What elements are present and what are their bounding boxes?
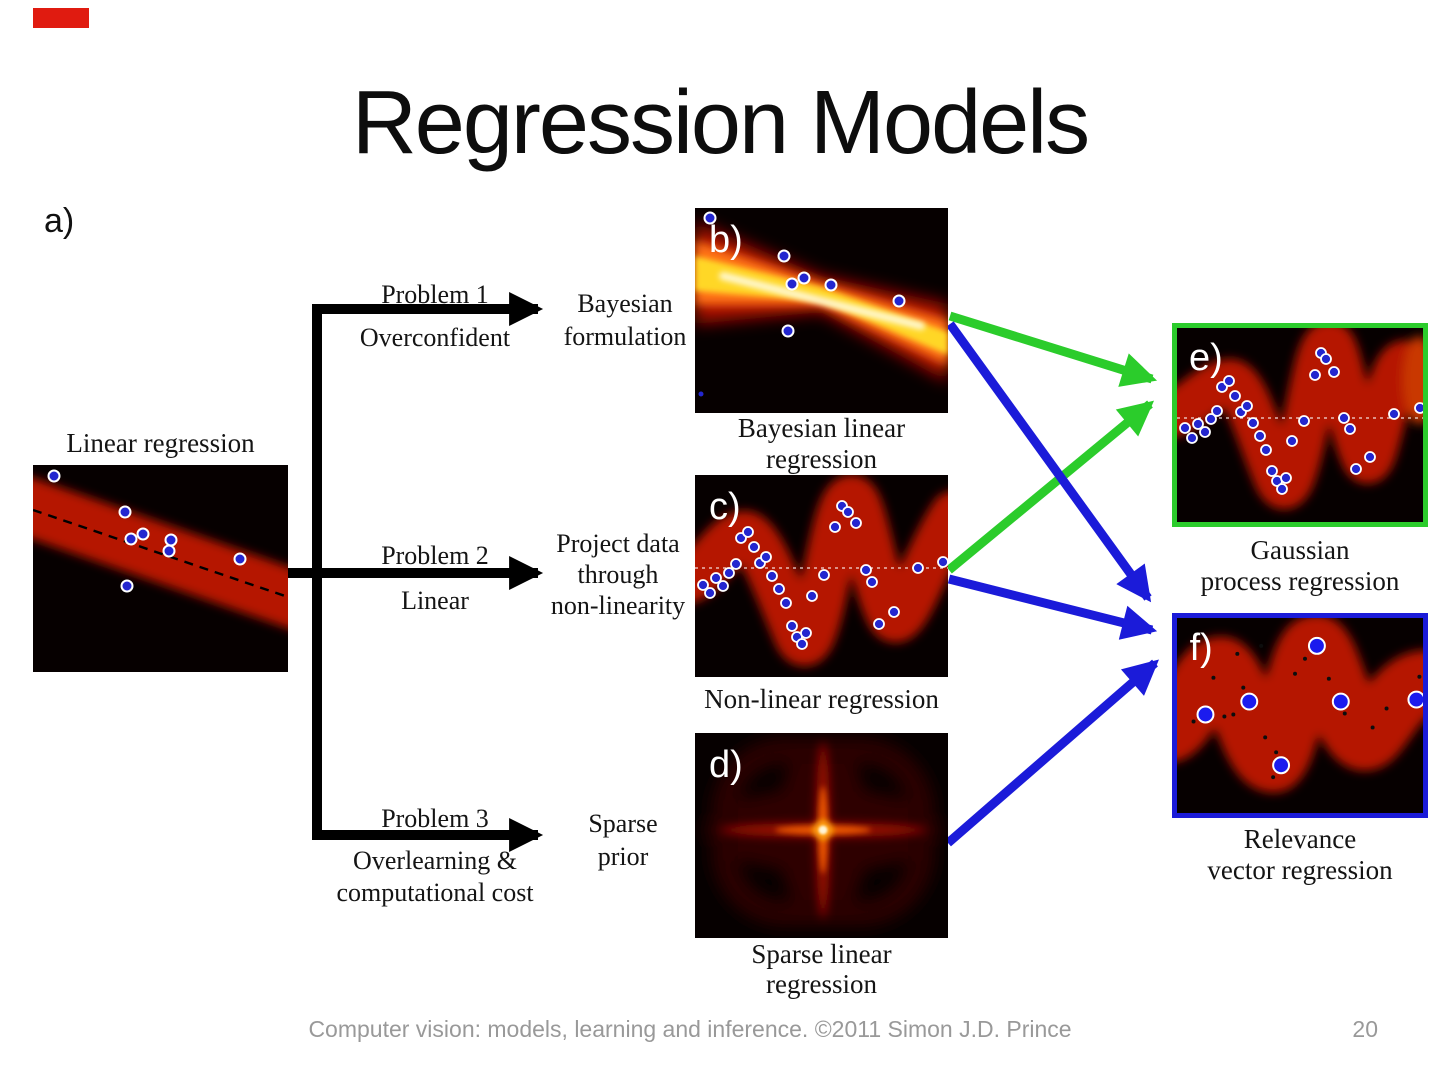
- solution-1-label: Bayesian formulation: [563, 289, 687, 351]
- figure-e-letter: e): [1189, 337, 1223, 379]
- problem-2-label: Problem 2: [381, 541, 489, 570]
- problem-1-issue: Overconfident: [359, 323, 511, 352]
- heat-band: [695, 222, 948, 382]
- data-points: [47, 469, 247, 593]
- figure-c-nonlinear-regression: c): [695, 475, 948, 677]
- figure-b-letter: b): [709, 219, 743, 261]
- panel-marker-a: a): [44, 202, 75, 240]
- arrow-b-to-f: [946, 321, 1152, 603]
- figure-f-letter: f): [1190, 627, 1213, 669]
- data-points: [1179, 347, 1423, 495]
- red-marker: [33, 8, 89, 28]
- problem-2-issue: Linear: [401, 586, 469, 615]
- figure-c-caption: Non-linear regression: [704, 684, 939, 714]
- figure-e-gaussian-process-panel: e): [1172, 323, 1428, 527]
- figure-d-sparse-prior: d): [695, 733, 948, 938]
- figure-f-relevance-vector: f): [1177, 618, 1423, 813]
- footer-credit: Computer vision: models, learning and in…: [308, 1016, 1072, 1042]
- arrow-c-to-e: [946, 400, 1155, 574]
- small-data-points: [1191, 643, 1422, 780]
- data-points: [697, 500, 948, 650]
- data-points: [698, 211, 906, 397]
- solution-2-label: Project data through non-linearity: [550, 529, 686, 620]
- figure-b-bayesian-linear-regression: b): [695, 208, 948, 413]
- problem-3-issue: Overlearning & computational cost: [336, 846, 534, 907]
- heat-band: [1177, 618, 1423, 760]
- problem-3-label: Problem 3: [381, 804, 489, 833]
- figure-f-relevance-vector-panel: f): [1172, 613, 1428, 818]
- figure-d-caption: Sparse linear regression: [751, 939, 892, 999]
- arrow-d-to-f: [945, 659, 1159, 847]
- figure-c-letter: c): [709, 486, 741, 528]
- figure-e-gaussian-process: e): [1177, 328, 1423, 522]
- heat-band: [1177, 328, 1423, 486]
- arrow-b-to-e: [948, 311, 1158, 387]
- relevance-vector-points: [1196, 636, 1423, 775]
- black-branch-lines: [288, 291, 544, 853]
- figure-b-caption: Bayesian linear regression: [737, 413, 906, 474]
- figure-f-caption: Relevance vector regression: [1207, 824, 1393, 885]
- arrow-c-to-f: [947, 574, 1158, 640]
- slide-title: Regression Models: [351, 73, 1090, 173]
- sparse-prior-glow: [705, 738, 941, 926]
- figure-e-caption: Gaussian process regression: [1200, 535, 1400, 596]
- blue-arrows: [945, 321, 1159, 847]
- problem-1-label: Problem 1: [381, 280, 489, 309]
- footer-page-number: 20: [1352, 1016, 1378, 1042]
- linear-regression-caption: Linear regression: [66, 428, 255, 458]
- green-arrows: [946, 311, 1158, 574]
- figure-a-linear-regression: [33, 465, 288, 672]
- regression-dashed-line: [33, 508, 288, 599]
- figure-d-letter: d): [709, 744, 743, 786]
- solution-3-label: Sparse prior: [588, 809, 658, 871]
